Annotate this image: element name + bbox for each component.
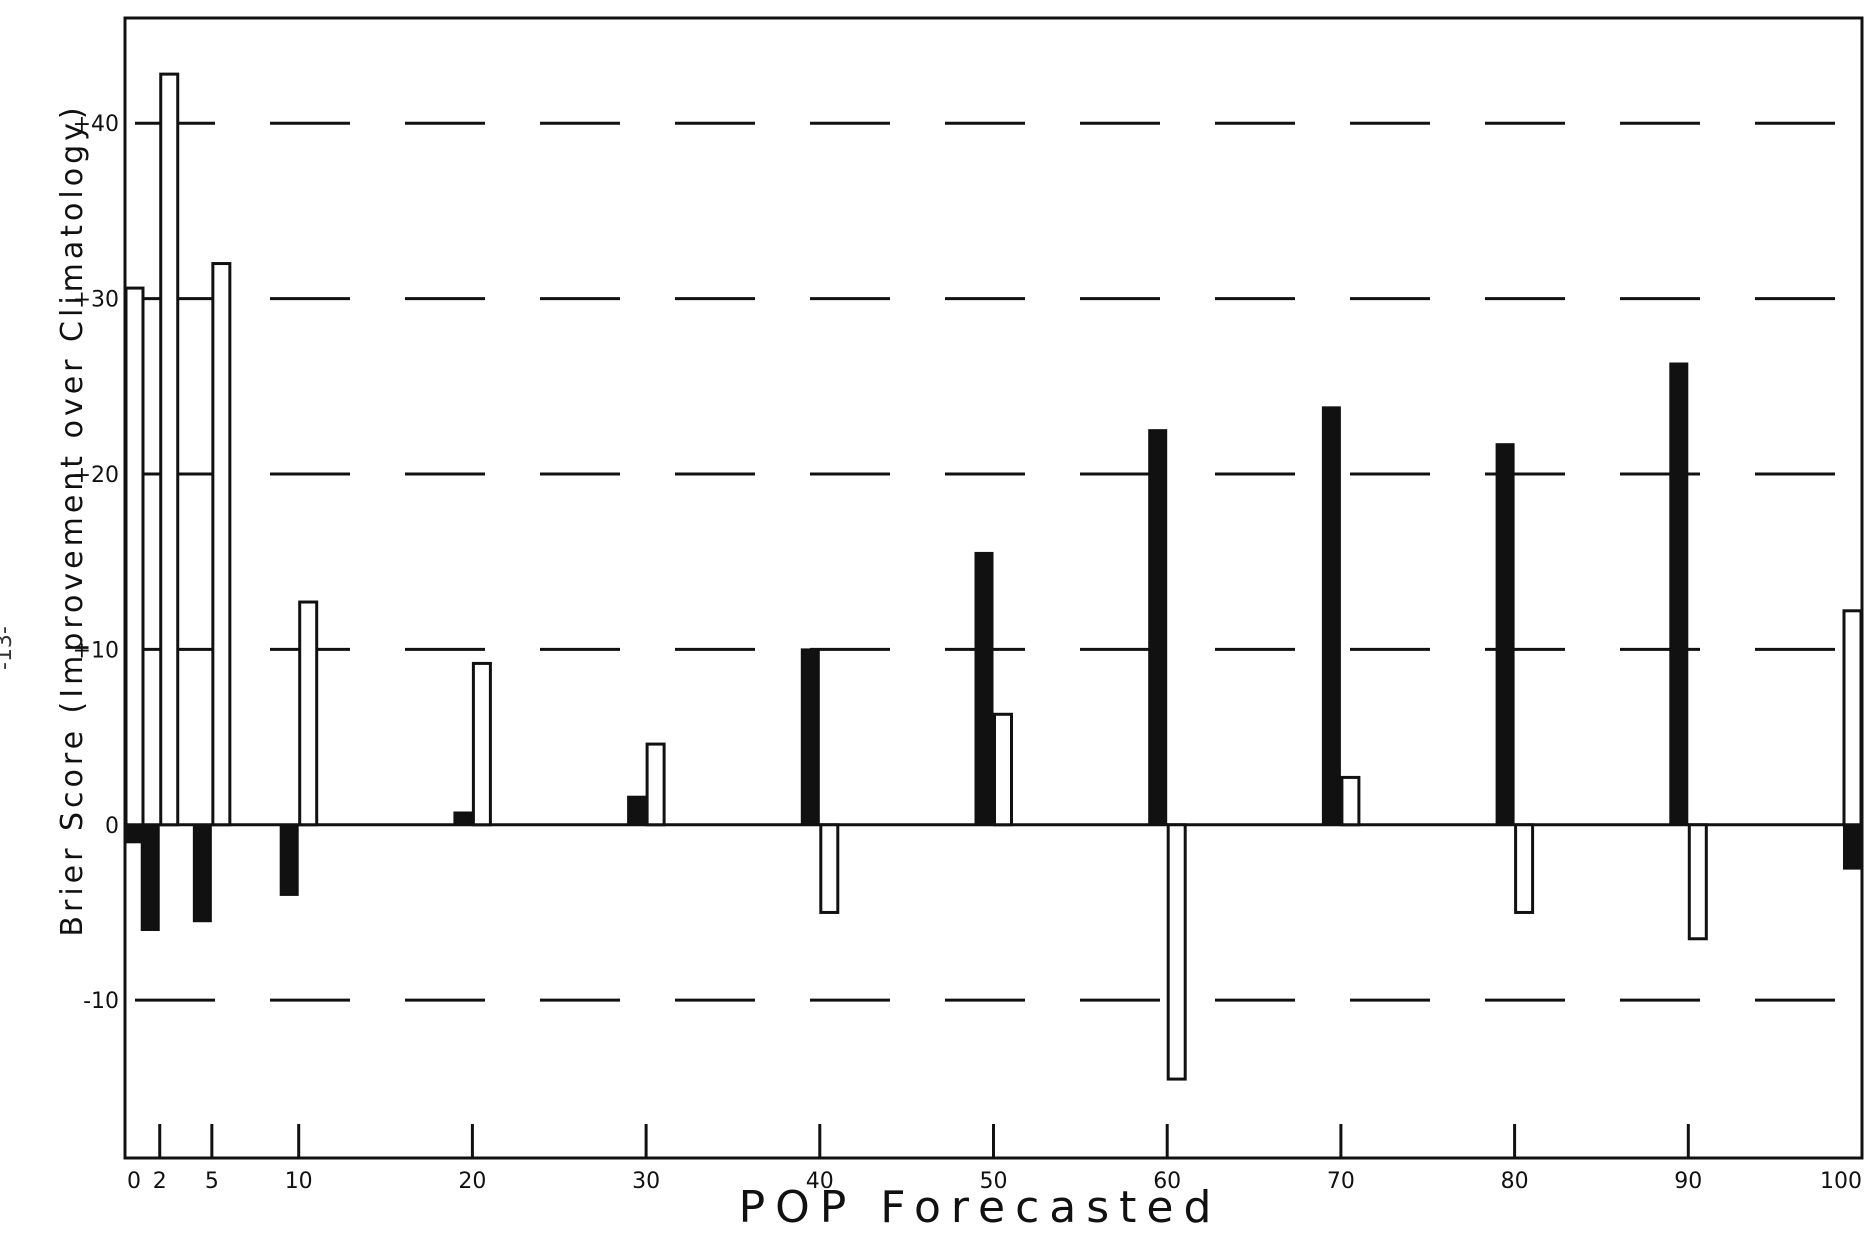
bar-white-80 (1514, 823, 1535, 914)
bar-black-10 (279, 823, 299, 896)
x-tick-label: 2 (153, 1169, 167, 1194)
x-tick-label: 0 (127, 1169, 141, 1194)
bar-white-40 (819, 823, 840, 914)
y-tick-label: +40 (73, 112, 119, 137)
bar-black-50 (974, 551, 994, 826)
x-tick-label: 60 (1153, 1169, 1181, 1194)
bar-white-60 (1166, 823, 1187, 1081)
bar-black-100 (1843, 823, 1862, 870)
bar-black-2 (140, 823, 160, 931)
bar-white-70 (1340, 775, 1361, 827)
y-tick-label: +30 (73, 288, 119, 313)
bar-black-40 (800, 648, 820, 826)
bar-black-20 (453, 811, 473, 826)
y-tick-label: 0 (105, 814, 119, 839)
bar-white-100 (1842, 609, 1863, 827)
bar-black-90 (1669, 362, 1689, 826)
x-tick-label: 10 (285, 1169, 313, 1194)
bar-black-5 (192, 823, 212, 923)
y-axis-title: Brier Score (Improvement over Climatolog… (55, 103, 90, 936)
bar-white-10 (298, 600, 319, 827)
bar-white-90 (1687, 823, 1708, 941)
x-tick-label: 90 (1674, 1169, 1702, 1194)
y-tick-label: -10 (83, 989, 119, 1014)
x-tick-label: 50 (980, 1169, 1008, 1194)
x-tick-label: 20 (458, 1169, 486, 1194)
bar-black-30 (627, 795, 647, 826)
bar-white-0 (124, 286, 145, 827)
ticks-layer: +40+30+20+100-100 2 5 10 20 30 40 50 60 70 80 90 100 (73, 112, 1864, 1194)
bar-black-70 (1321, 406, 1341, 826)
bar-white-2 (159, 72, 180, 827)
x-tick-label: 80 (1501, 1169, 1529, 1194)
bar-black-0 (125, 823, 144, 844)
x-tick-label: 5 (205, 1169, 219, 1194)
bar-white-20 (471, 661, 492, 827)
bar-white-30 (645, 742, 666, 827)
bars-layer (124, 72, 1863, 1081)
grid-layer (135, 121, 1862, 1002)
y-tick-label: +20 (73, 463, 119, 488)
x-axis-title: POP Forecasted (739, 1182, 1222, 1233)
x-tick-label: 100 (1820, 1169, 1862, 1194)
bar-black-80 (1495, 443, 1515, 826)
x-tick-label: 40 (806, 1169, 834, 1194)
y-tick-label: +10 (73, 638, 119, 663)
x-tick-label: 70 (1327, 1169, 1355, 1194)
bar-white-50 (993, 712, 1013, 827)
x-tick-label: 30 (632, 1169, 660, 1194)
bar-white-5 (211, 262, 232, 827)
bar-black-60 (1148, 429, 1168, 826)
